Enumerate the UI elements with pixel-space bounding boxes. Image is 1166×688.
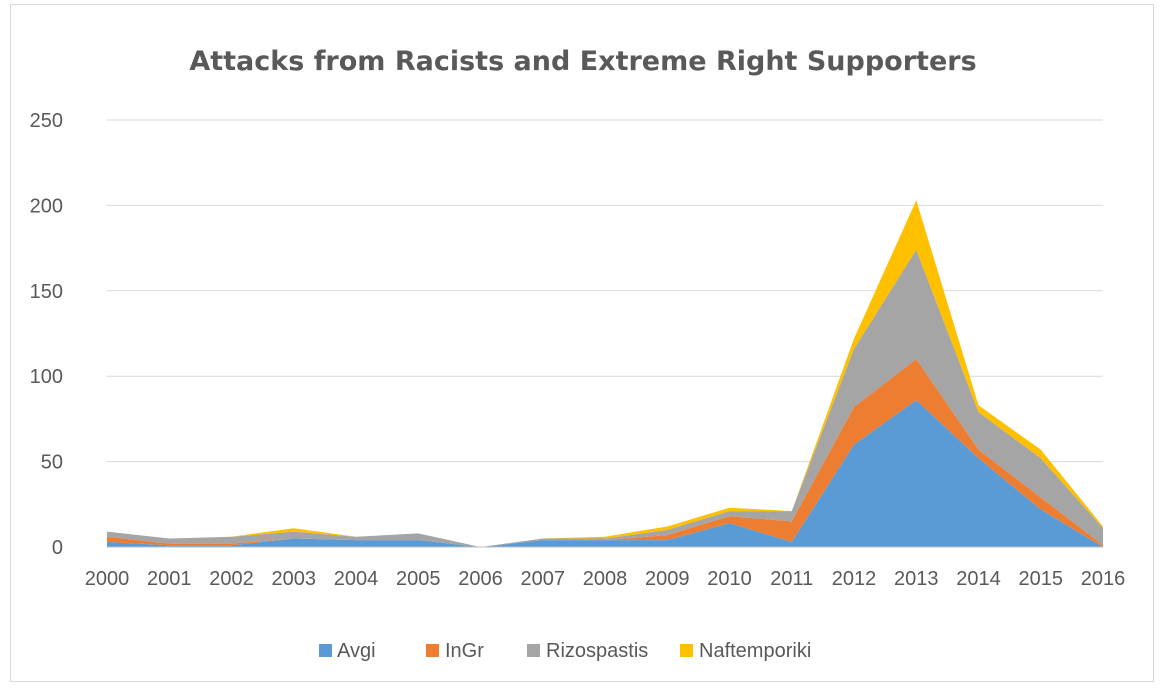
x-tick-label: 2011 xyxy=(770,568,813,590)
axes: 0 50 100 150 200 250 2000 2001 2002 2003 2004 2005 2… xyxy=(30,110,1126,590)
x-tick-label: 2009 xyxy=(645,568,690,590)
legend-label-avgi: Avgi xyxy=(337,640,376,662)
x-tick-label: 2008 xyxy=(583,568,628,590)
legend: Avgi InGr Rizospastis Naftemporiki xyxy=(319,640,811,662)
legend-label-ingr: InGr xyxy=(445,640,484,662)
legend-swatch-naftemporiki xyxy=(680,644,693,657)
x-tick-label: 2007 xyxy=(521,568,566,590)
x-tick-label: 2000 xyxy=(85,568,130,590)
x-tick-label: 2014 xyxy=(956,568,1001,590)
x-tick-label: 2013 xyxy=(894,568,939,590)
x-tick-label: 2003 xyxy=(272,568,317,590)
x-tick-label: 2005 xyxy=(396,568,441,590)
legend-swatch-rizospastis xyxy=(527,644,540,657)
legend-label-naftemporiki: Naftemporiki xyxy=(699,640,811,662)
legend-swatch-ingr xyxy=(426,644,439,657)
x-tick-label: 2015 xyxy=(1019,568,1064,590)
x-tick-label: 2012 xyxy=(832,568,877,590)
stacked-area-chart: Attacks from Racists and Extreme Right S… xyxy=(30,46,1126,662)
y-tick-label: 50 xyxy=(41,452,63,474)
legend-swatch-avgi xyxy=(319,644,332,657)
y-tick-label: 0 xyxy=(52,537,63,559)
area-avgi xyxy=(107,400,1103,547)
x-tick-label: 2010 xyxy=(707,568,752,590)
y-tick-label: 200 xyxy=(30,195,63,217)
x-tick-label: 2001 xyxy=(147,568,192,590)
y-tick-label: 100 xyxy=(30,366,63,388)
y-tick-label: 250 xyxy=(30,110,63,132)
chart-title: Attacks from Racists and Extreme Right S… xyxy=(189,46,976,77)
y-tick-label: 150 xyxy=(30,281,63,303)
x-tick-label: 2002 xyxy=(209,568,254,590)
legend-label-rizospastis: Rizospastis xyxy=(546,640,648,662)
x-tick-label: 2006 xyxy=(458,568,503,590)
chart-frame: Attacks from Racists and Extreme Right S… xyxy=(10,4,1154,682)
x-tick-label: 2004 xyxy=(334,568,379,590)
x-tick-label: 2016 xyxy=(1081,568,1126,590)
area-series xyxy=(107,200,1103,547)
